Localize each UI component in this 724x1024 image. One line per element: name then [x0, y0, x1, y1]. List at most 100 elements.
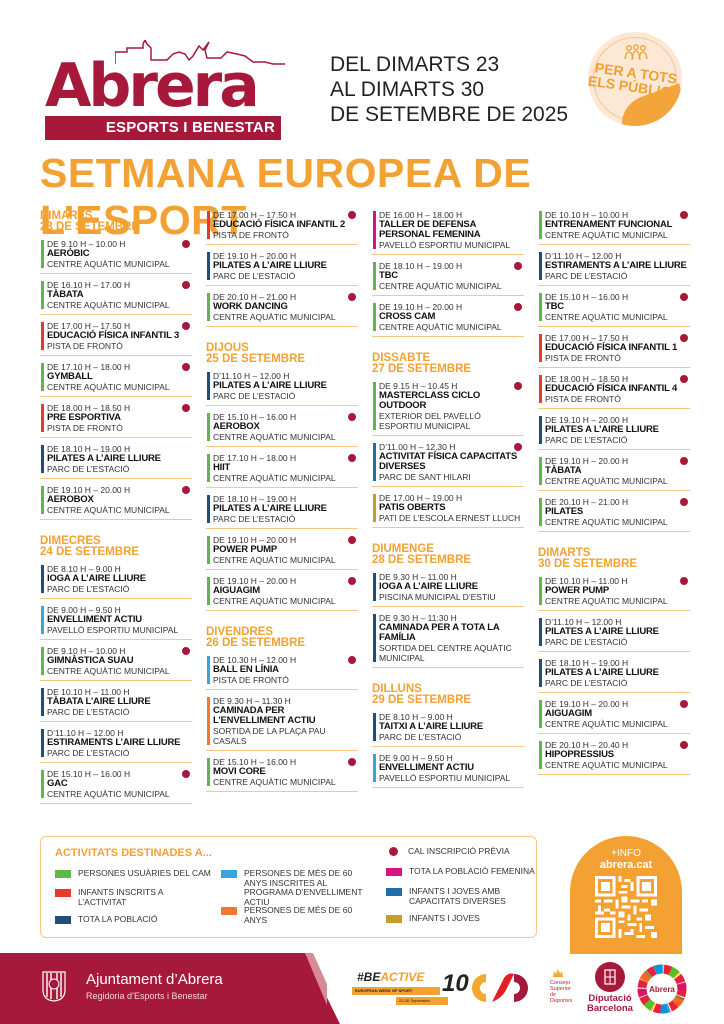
activity-item: DE 16.10 H – 17.00 H TÀBATA CENTRE AQUÀTIC…: [40, 277, 192, 315]
activity-time: DE 17.00 H – 17.50 H: [545, 333, 629, 343]
activity-item: DE 10.10 H – 11.00 H TÀBATA L’AIRE LLIURE…: [40, 684, 192, 722]
activity-time: DE 16.10 H – 17.00 H: [47, 280, 131, 290]
registration-required-icon: [680, 498, 688, 506]
activity-name: TAITXI A L’AIRE LLIURE: [379, 721, 483, 732]
activity-place: PISCINA MUNICIPAL D’ESTIU: [379, 592, 496, 602]
activity-name: POWER PUMP: [545, 585, 609, 596]
activity-item: DE 19.10 H – 20.00 H PILATES A L’AIRE LLI…: [206, 248, 358, 286]
activity-place: CENTRE AQUÀTIC MUNICIPAL: [47, 300, 170, 310]
activity-time: DE 9.30 H – 11.00 H: [379, 572, 457, 582]
registration-required-icon: [348, 413, 356, 421]
audience-color-bar: [207, 577, 210, 605]
audience-color-bar: [539, 293, 542, 321]
activity-place: CENTRE AQUÀTIC MUNICIPAL: [379, 281, 502, 291]
diputacio-logo: Diputació Barcelona: [580, 962, 640, 1018]
activity-time: DE 10.10 H – 11.00 H: [47, 687, 130, 697]
activity-place: PAVELLÓ ESPORTIU MUNICIPAL: [47, 625, 179, 635]
audience-color-bar: [207, 372, 210, 400]
audience-color-bar: [41, 647, 44, 675]
activity-place: CENTRE AQUÀTIC MUNICIPAL: [545, 312, 668, 322]
legend-item-all-population: TOTA LA POBLACIÓ: [55, 914, 195, 925]
activity-place: PARC DE L’ESTACIÓ: [47, 584, 130, 594]
audience-color-bar: [373, 713, 376, 741]
activity-name: EDUCACIÓ FÍSICA INFANTIL 3: [47, 330, 180, 341]
activity-time: DE 18.00 H – 18.50 H: [47, 403, 131, 413]
audience-color-bar: [539, 577, 542, 605]
activity-item: DE 17.00 H – 17.50 H EDUCACIÓ FÍSICA INFA…: [538, 330, 690, 368]
activity-place: PAVELLÓ ESPORTIU MUNICIPAL: [379, 240, 511, 250]
activity-name: TÀBATA L’AIRE LLIURE: [47, 696, 151, 707]
activity-place: PARC DE L’ESTACIÓ: [545, 678, 628, 688]
activity-time: DE 19.10 H – 20.00 H: [545, 415, 629, 425]
activity-item: D’11.00 H – 12.30 H ACTIVITAT FÍSICA CAPA…: [372, 439, 524, 487]
audience-color-bar: [207, 656, 210, 684]
audience-sticker: PER A TOTS ELS PÚBLICS: [588, 32, 682, 126]
activity-item: DE 20.10 H – 21.00 H WORK DANCING CENTRE A…: [206, 289, 358, 327]
audience-color-bar: [539, 741, 542, 769]
activity-place: PARC DE SANT HILARI: [379, 472, 471, 482]
activity-name: BALL EN LÍNIA: [213, 664, 279, 675]
csd-mark-icon: [472, 973, 528, 1002]
diputacio-text: Diputació Barcelona: [587, 993, 633, 1014]
activity-time: DE 9.00 H – 9.50 H: [47, 605, 121, 615]
abrera-logo: Abrera ESPORTS I BENESTAR: [45, 40, 285, 140]
activity-item: DE 9.30 H – 11:30 H CAMINADA PER A TOTA L…: [372, 610, 524, 668]
legend-item-cam-users: PERSONES USUÀRIES DEL CAM: [55, 868, 215, 879]
activity-place: CENTRE AQUÀTIC MUNICIPAL: [213, 555, 336, 565]
ochre-swatch-icon: [386, 915, 402, 923]
green-swatch-icon: [55, 870, 71, 878]
activity-name: PILATES A L’AIRE LLIURE: [213, 380, 327, 391]
audience-color-bar: [41, 281, 44, 309]
website-link[interactable]: abrera.cat: [599, 859, 653, 871]
day-date: 26 DE SETEMBRE: [206, 637, 306, 649]
activity-place: CENTRE AQUÀTIC MUNICIPAL: [545, 230, 668, 240]
audience-color-bar: [373, 573, 376, 601]
activity-time: DE 10.10 H – 11.00 H: [545, 576, 628, 586]
activity-name: IOGA A L’AIRE LLIURE: [379, 581, 478, 592]
registration-required-icon: [348, 758, 356, 766]
activity-time: DE 20.10 H – 21.00 H: [545, 497, 629, 507]
activity-time: DE 19.10 H – 20.00 H: [213, 251, 297, 261]
activity-place: PARC DE L’ESTACIÓ: [379, 732, 462, 742]
activity-time: DE 9.00 H – 9.50 H: [379, 753, 453, 763]
activity-place: PARC DE L’ESTACIÓ: [47, 464, 130, 474]
beactive-dates: 23-30 September: [396, 997, 448, 1005]
activity-time: DE 19.10 H – 20.00 H: [379, 302, 463, 312]
people-group-icon: [624, 44, 648, 61]
activity-item: DE 18.00 H – 18.50 H EDUCACIÓ FÍSICA INFA…: [538, 371, 690, 409]
audience-color-bar: [539, 334, 542, 362]
activity-item: D’11.10 H – 12.00 H ESTIRAMENTS L’AIRE LL…: [40, 725, 192, 763]
activity-time: D’11.10 H – 12.00 H: [47, 728, 124, 738]
logo-subtitle: ESPORTS I BENESTAR: [105, 119, 275, 136]
activity-time: D’11.10 H – 12.00 H: [213, 371, 290, 381]
activity-name: HIPOPRESSIUS: [545, 749, 614, 760]
info-badge: +INFO abrera.cat: [570, 836, 682, 954]
red-swatch-icon: [55, 889, 71, 897]
activity-item: DE 15.10 H – 16.00 H AEROBOX CENTRE AQUÀTI…: [206, 409, 358, 447]
activity-place: CENTRE AQUÀTIC MUNICIPAL: [545, 517, 668, 527]
activity-time: DE 9.10 H – 10.00 H: [47, 239, 126, 249]
activity-place: CENTRE AQUÀTIC MUNICIPAL: [47, 789, 170, 799]
activity-name: PATIS OBERTS: [379, 502, 446, 513]
activity-item: D’11.10 H – 12.00 H ESTIRAMENTS A L’AIRE …: [538, 248, 690, 286]
activity-place: PARC DE L’ESTACIÓ: [545, 435, 628, 445]
activity-item: DE 17.00 H – 19.00 H PATIS OBERTS PATI DE …: [372, 490, 524, 528]
activity-name: IOGA A L’AIRE LLIURE: [47, 573, 146, 584]
activity-name: ESTIRAMENTS L’AIRE LLIURE: [47, 737, 181, 748]
activity-place: EXTERIOR DEL PAVELLÓ ESPORTIU MUNICIPAL: [379, 411, 481, 431]
activity-item: DE 20.10 H – 21.00 H PILATES CENTRE AQUÀTI…: [538, 494, 690, 532]
activity-place: PISTA DE FRONTÓ: [545, 394, 621, 404]
qr-code-icon[interactable]: [595, 876, 657, 938]
legend: ACTIVITATS DESTINADES A... PERSONES USUÀ…: [40, 836, 537, 938]
audience-color-bar: [539, 618, 542, 646]
audience-color-bar: [539, 659, 542, 687]
audience-color-bar: [539, 211, 542, 239]
registration-required-icon: [680, 741, 688, 749]
day-name: DIMARTS: [40, 210, 93, 222]
activity-name: EDUCACIÓ FÍSICA INFANTIL 4: [545, 383, 678, 394]
audience-color-bar: [41, 729, 44, 757]
audience-color-bar: [539, 375, 542, 403]
skyline-icon: [115, 40, 285, 65]
date-line-1: DEL DIMARTS 23: [330, 53, 500, 76]
activity-item: DE 9.10 H – 10.00 H GIMNÀSTICA SUAU CENTRE…: [40, 643, 192, 681]
